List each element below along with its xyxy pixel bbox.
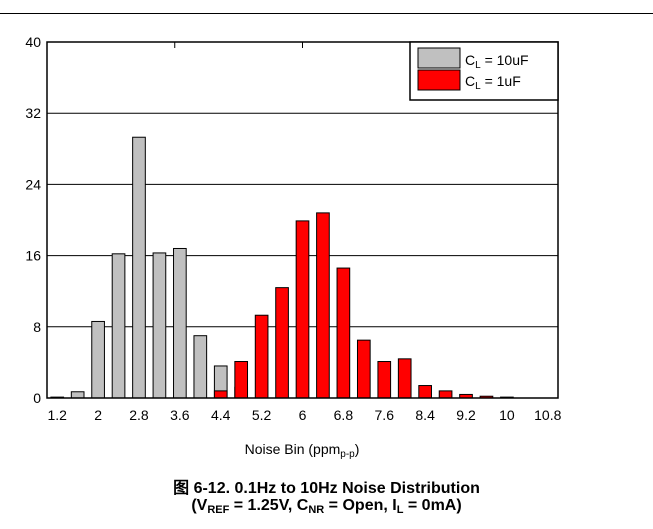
x-tick-label: 8.4 [415,407,435,423]
legend-label-1uF: CL = 1uF [465,73,521,92]
bar-1uF [275,287,289,399]
legend-label-10uF: CL = 10uF [465,52,529,71]
bar-1uF [418,385,432,399]
bar-10uF [70,391,85,399]
noise-histogram-chart: 0 8 16 24 32 40 1.2 2 2.8 3.6 4.4 5.2 6 6.8 7.6 8.4 9.2… [25,34,561,460]
x-tick-label: 6 [299,407,307,423]
figure-caption-conditions: (VREF = 1.25V, CNR = Open, IL = 0mA) [191,497,462,516]
figure-number: 图 6-12. [173,480,231,497]
bar-1uF [397,358,412,399]
x-tick-label: 10 [499,407,515,423]
y-tick-label: 32 [25,105,41,121]
x-tick-label: 2 [94,407,102,423]
x-tick-label: 5.2 [252,407,272,423]
x-tick-label: 4.4 [211,407,231,423]
y-tick-label: 16 [25,248,41,264]
bar-1uF [438,390,453,399]
bars [50,136,514,399]
bar-10uF [193,335,208,399]
plot-frame [46,41,559,399]
x-tick-label: 1.2 [47,407,67,423]
bar-1uF [356,339,371,399]
bar-1uF [316,212,330,399]
bar-1uF [377,361,392,399]
bar-1uF [295,220,310,399]
bar-10uF [152,252,167,399]
figure-title: 0.1Hz to 10Hz Noise Distribution [234,480,480,497]
x-tick-label: 9.2 [456,407,476,423]
y-tick-label: 8 [33,319,41,335]
x-tick-label: 2.8 [129,407,149,423]
x-tick-label: 7.6 [375,407,395,423]
x-tick-label: 3.6 [170,407,190,423]
x-tick-labels: 1.2 2 2.8 3.6 4.4 5.2 6 6.8 7.6 8.4 9.2 10 10.8 [47,407,561,423]
y-tick-label: 0 [33,390,41,406]
x-axis-label: Noise Bin (ppmp-p) [245,441,360,460]
bar-10uF [111,253,126,399]
top-rule [0,13,653,14]
figure-caption-title: 图 6-12. 0.1Hz to 10Hz Noise Distribution [0,474,653,498]
legend: CL = 10uF CL = 1uF [409,41,559,101]
bar-1uF [234,361,249,399]
legend-swatch-red [417,69,461,91]
bar-10uF [173,247,187,399]
y-tick-label: 24 [25,176,41,192]
bar-10uF [91,320,105,399]
bar-1uF [254,314,269,399]
legend-swatch-gray [417,47,461,69]
x-tick-label: 10.8 [534,407,561,423]
bar-10uF [132,136,146,399]
y-tick-labels: 0 8 16 24 32 40 [25,34,41,406]
x-tick-label: 6.8 [334,407,354,423]
y-tick-label: 40 [25,34,41,50]
bar-1uF [336,267,351,399]
bar-1uF [213,390,228,399]
